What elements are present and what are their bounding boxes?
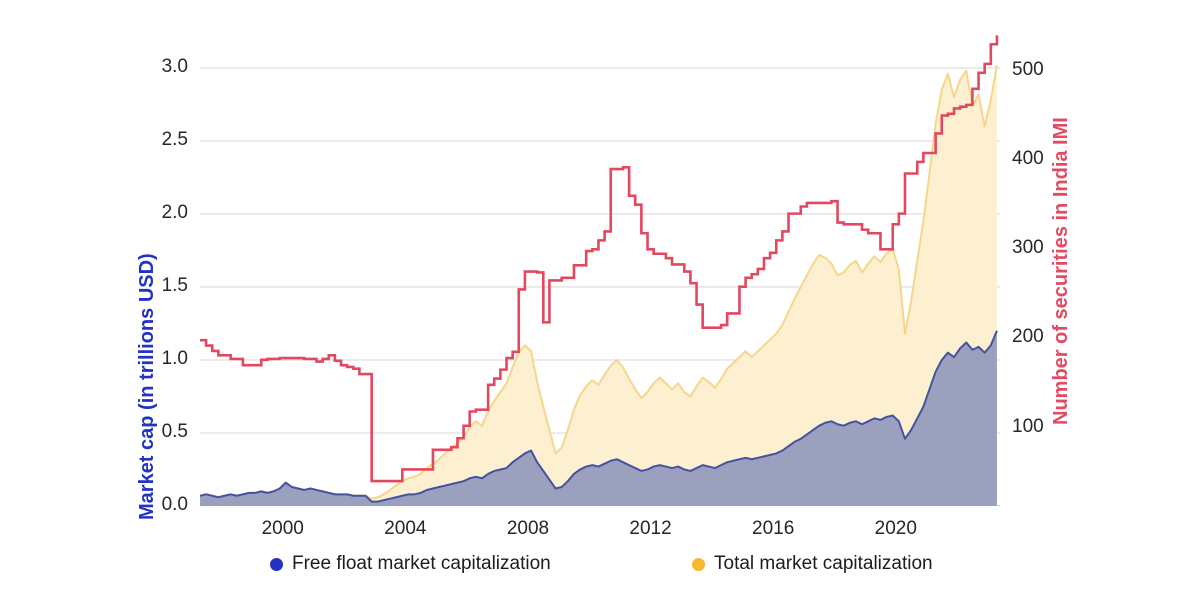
right-tick-label: 200 — [1012, 326, 1044, 348]
legend-dot-icon — [270, 557, 283, 571]
left-tick-label: 3.0 — [161, 55, 188, 77]
area-series — [200, 65, 997, 506]
right-tick-label: 100 — [1012, 415, 1044, 437]
x-tick-label: 2020 — [874, 518, 917, 539]
right-tick-label: 300 — [1012, 237, 1044, 259]
left-tick-label: 1.5 — [161, 274, 188, 296]
right-axis-title: Number of securities in India IMI — [1050, 117, 1072, 425]
x-tick-label: 2004 — [384, 518, 427, 539]
right-tick-label: 400 — [1012, 148, 1044, 170]
series-layer — [200, 35, 999, 506]
legend: Free float market capitalization Total m… — [200, 548, 1000, 580]
left-tick-label: 1.0 — [161, 347, 188, 369]
legend-dot-icon — [692, 557, 705, 571]
x-tick-label: 2016 — [752, 518, 795, 539]
x-tick-label: 2008 — [506, 518, 550, 539]
line-series — [200, 35, 999, 483]
legend-item-label: Free float market capitalization — [292, 553, 551, 574]
left-tick-label: 2.0 — [161, 201, 188, 223]
left-tick-label: 2.5 — [161, 128, 188, 150]
area-series — [200, 330, 997, 506]
legend-item-total[interactable]: Total market capitalization — [692, 548, 933, 580]
left-tick-label: 0.5 — [161, 420, 188, 442]
right-tick-label: 500 — [1012, 59, 1044, 80]
x-tick-label: 2012 — [629, 518, 672, 539]
plot-area — [200, 30, 1000, 506]
x-tick-label: 2000 — [261, 518, 304, 539]
chart-canvas — [200, 35, 1000, 506]
legend-item-free-float[interactable]: Free float market capitalization — [270, 548, 551, 580]
area-series-outline — [200, 330, 998, 503]
legend-item-label: Total market capitalization — [714, 553, 933, 574]
left-tick-label: 0.0 — [161, 494, 188, 515]
